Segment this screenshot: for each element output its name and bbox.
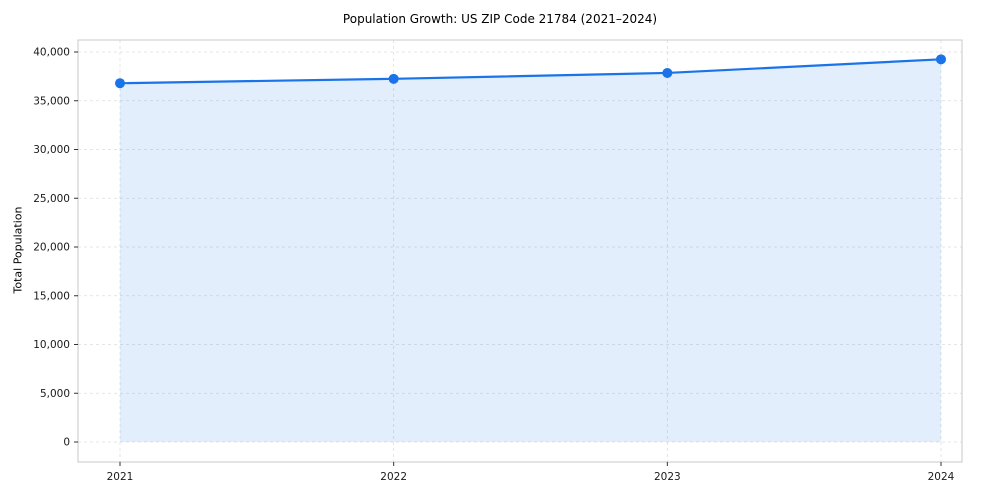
- data-point: [936, 54, 946, 65]
- y-tick-label: 5,000: [40, 388, 70, 400]
- area-fill: [120, 59, 941, 442]
- x-tick-label: 2021: [107, 471, 134, 483]
- y-tick-label: 30,000: [33, 144, 70, 156]
- y-tick-label: 25,000: [33, 193, 70, 205]
- y-tick-label: 0: [63, 437, 70, 449]
- data-point: [662, 67, 673, 78]
- x-tick-label: 2022: [380, 471, 407, 483]
- y-tick-label: 35,000: [33, 95, 70, 107]
- plot-frame: [77, 39, 963, 463]
- data-line: [118, 58, 943, 85]
- x-tick-label: 2023: [654, 471, 681, 483]
- y-tick-label: 15,000: [33, 290, 70, 302]
- data-point: [388, 73, 399, 84]
- x-tick-label: 2024: [928, 471, 955, 483]
- data-point: [115, 78, 125, 89]
- y-tick-label: 40,000: [33, 47, 70, 59]
- chart-title: Population Growth: US ZIP Code 21784 (20…: [342, 12, 658, 26]
- plot-background: [78, 40, 962, 462]
- y-tick-label: 20,000: [33, 242, 70, 254]
- y-tick-label: 10,000: [33, 339, 70, 351]
